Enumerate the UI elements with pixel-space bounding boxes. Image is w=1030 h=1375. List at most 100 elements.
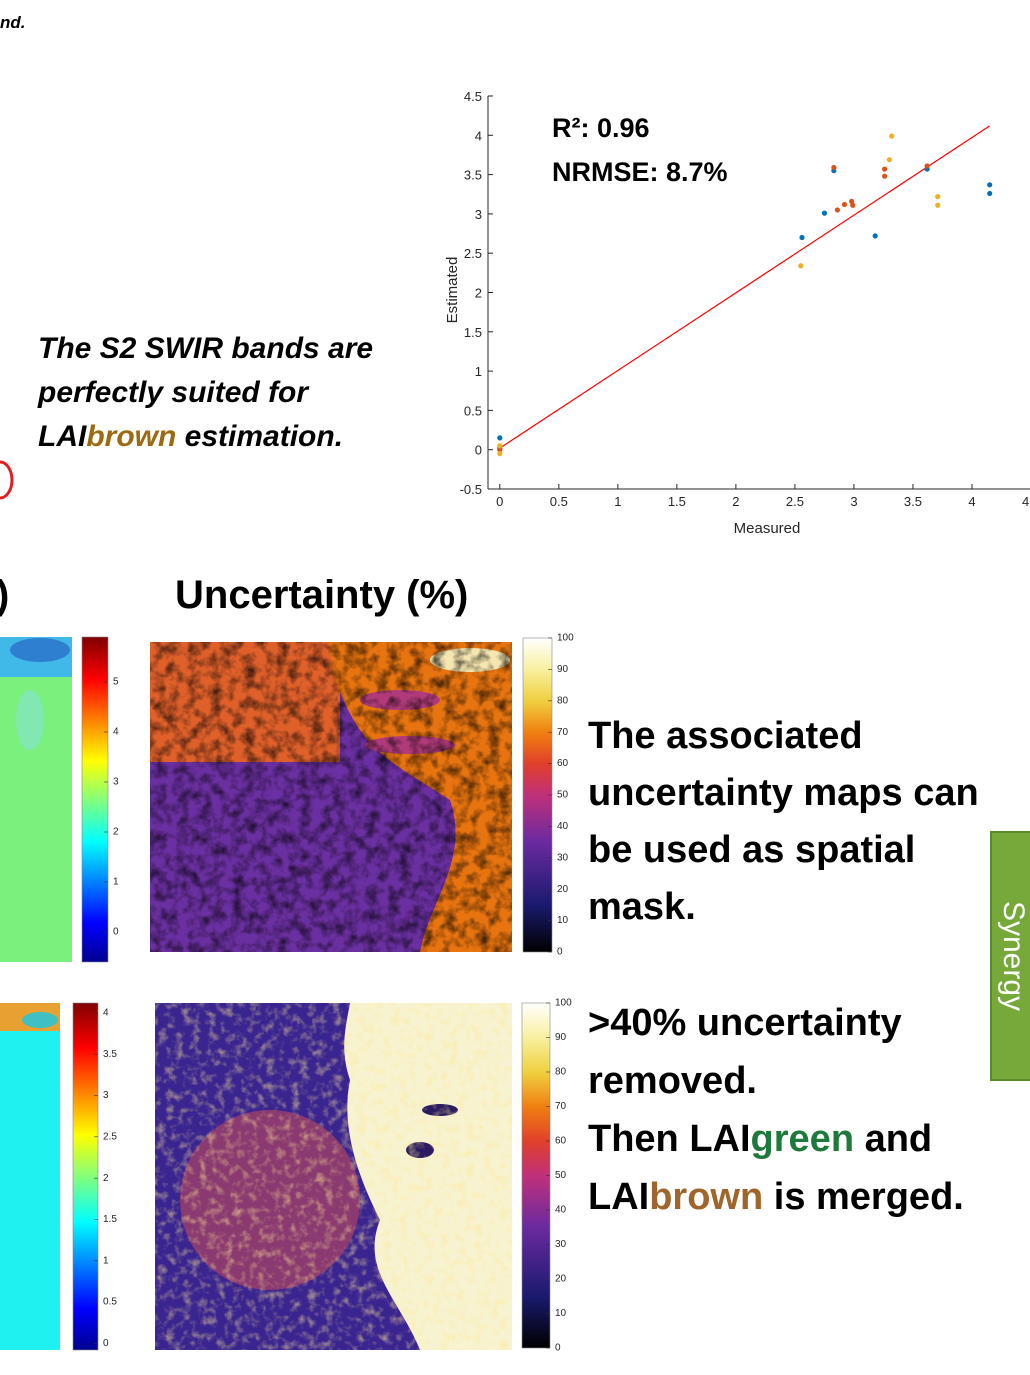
- text-segment: LAI: [38, 420, 87, 453]
- colorbar-tick-label: 70: [555, 1101, 567, 1112]
- heading: Uncertainty (%): [175, 573, 468, 617]
- point: [889, 133, 894, 138]
- text-line: The S2 SWIR bands are: [38, 332, 373, 365]
- y-tick-label: 2: [475, 286, 482, 301]
- text-line: uncertainty maps can: [588, 772, 979, 814]
- colorbar-tick-label: 4: [113, 727, 119, 738]
- colorbar-tick-label: 40: [557, 821, 569, 832]
- cropped-text: nd.: [0, 13, 26, 32]
- colorbar: [82, 637, 108, 962]
- y-tick-label: 0.5: [464, 403, 482, 418]
- y-axis-label: Estimated: [444, 257, 461, 324]
- point: [497, 451, 502, 456]
- colorbar-tick-label: 2: [113, 827, 119, 838]
- colorbar-tick-label: 0: [113, 927, 119, 938]
- text-line: perfectly suited for: [37, 376, 310, 409]
- colorbar-tick-label: 80: [555, 1067, 567, 1078]
- point: [497, 443, 502, 448]
- point: [882, 174, 887, 179]
- text-line: The associated: [588, 715, 863, 757]
- text-segment: uncertainty maps can: [588, 772, 979, 814]
- colorbar-tick-label: 5: [113, 677, 119, 688]
- point: [835, 207, 840, 212]
- point: [799, 235, 804, 240]
- x-tick-label: 0: [496, 494, 503, 509]
- heading-fragment: ): [0, 573, 9, 617]
- y-tick-label: 3: [475, 207, 482, 222]
- highlight-word: brown: [86, 420, 176, 453]
- colorbar-tick-label: 30: [555, 1239, 567, 1250]
- x-tick-label: 1.5: [668, 494, 686, 509]
- y-tick-label: 4: [475, 128, 482, 143]
- colorbar-tick-label: 1: [103, 1255, 109, 1266]
- text-segment: >40% uncertainty: [588, 1002, 902, 1044]
- text-line: LAIbrown estimation.: [38, 420, 343, 453]
- annotation: NRMSE: 8.7%: [552, 157, 728, 187]
- colorbar-tick-label: 0: [555, 1343, 561, 1354]
- colorbar-tick-label: 20: [557, 884, 569, 895]
- colorbar-tick-label: 3.5: [103, 1049, 117, 1060]
- colorbar-tick-label: 40: [555, 1205, 567, 1216]
- text-line: removed.: [588, 1060, 757, 1102]
- y-tick-label: 3.5: [464, 168, 482, 183]
- slide: nd.)Uncertainty (%)SynergyThe S2 SWIR ba…: [0, 0, 1030, 1375]
- colorbar-tick-label: 10: [557, 915, 569, 926]
- colorbar-tick-label: 50: [557, 790, 569, 801]
- colorbar-tick-label: 60: [557, 758, 569, 769]
- text-line: Then LAIgreen and: [588, 1118, 932, 1160]
- colorbar-tick-label: 100: [557, 633, 574, 644]
- colorbar-tick-label: 90: [557, 664, 569, 675]
- colorbar-tick-label: 0: [103, 1338, 109, 1349]
- x-tick-label: 2: [732, 494, 739, 509]
- text-segment: LAI: [588, 1176, 649, 1218]
- colorbar-tick-label: 30: [557, 852, 569, 863]
- colorbar-tick-label: 60: [555, 1136, 567, 1147]
- point: [822, 211, 827, 216]
- text-segment: is merged.: [763, 1176, 964, 1218]
- point: [987, 191, 992, 196]
- colorbar: [73, 1003, 98, 1350]
- colorbar-tick-label: 10: [555, 1308, 567, 1319]
- x-tick-label: 2.5: [786, 494, 804, 509]
- text-segment: mask.: [588, 886, 696, 928]
- point: [850, 203, 855, 208]
- annotation: R²: 0.96: [552, 113, 650, 143]
- colorbar: [522, 1003, 550, 1348]
- x-tick-label: 3.5: [904, 494, 922, 509]
- text-line: be used as spatial: [588, 829, 915, 871]
- x-tick-label: 3: [850, 494, 857, 509]
- text-line: LAIbrown is merged.: [588, 1176, 964, 1218]
- highlight-word: green: [751, 1118, 854, 1160]
- colorbar-tick-label: 80: [557, 695, 569, 706]
- x-tick-label: 0.5: [550, 494, 568, 509]
- colorbar-tick-label: 4: [103, 1008, 109, 1019]
- point: [935, 194, 940, 199]
- text-segment: The associated: [588, 715, 863, 757]
- colorbar: [523, 638, 552, 952]
- x-tick-label: 4.5: [1022, 494, 1030, 509]
- x-tick-label: 1: [614, 494, 621, 509]
- x-tick-label: 4: [968, 494, 975, 509]
- point: [987, 182, 992, 187]
- lai-map-top: [0, 637, 72, 962]
- text-segment: and: [854, 1118, 932, 1160]
- y-tick-label: 1.5: [464, 325, 482, 340]
- point: [798, 263, 803, 268]
- point: [887, 157, 892, 162]
- colorbar-tick-label: 2.5: [103, 1131, 117, 1142]
- text-segment: estimation.: [176, 420, 343, 453]
- text-line: >40% uncertainty: [588, 1002, 902, 1044]
- y-tick-label: 2.5: [464, 246, 482, 261]
- point: [873, 233, 878, 238]
- colorbar-tick-label: 0: [557, 947, 563, 958]
- colorbar-tick-label: 50: [555, 1170, 567, 1181]
- y-tick-label: 4.5: [464, 89, 482, 104]
- colorbar-tick-label: 3: [113, 777, 119, 788]
- highlight-word: brown: [649, 1176, 763, 1218]
- text-segment: removed.: [588, 1060, 757, 1102]
- text-line: mask.: [588, 886, 696, 928]
- colorbar-tick-label: 2: [103, 1173, 109, 1184]
- colorbar-tick-label: 0.5: [103, 1297, 117, 1308]
- colorbar-tick-label: 20: [555, 1274, 567, 1285]
- text-segment: be used as spatial: [588, 829, 915, 871]
